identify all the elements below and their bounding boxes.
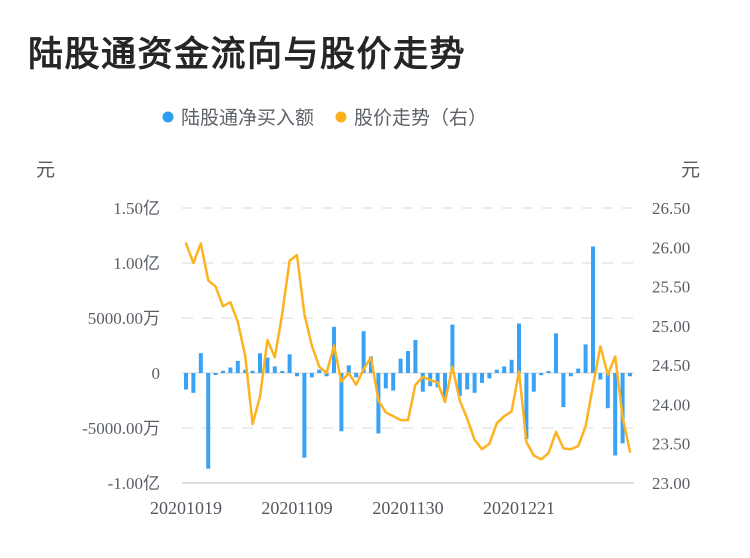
right-axis-tick-label: 25.00 [652, 317, 690, 336]
net-buy-bar [613, 373, 618, 456]
left-axis-tick-label: 0 [152, 364, 161, 383]
net-buy-bar [554, 333, 558, 373]
legend-item-net-buy: 陆股通净买入额 [162, 103, 314, 130]
right-axis-tick-label: 24.50 [652, 356, 690, 375]
net-buy-bar [435, 373, 440, 388]
net-buy-bar [465, 373, 470, 390]
net-buy-bar [376, 373, 381, 434]
net-buy-bar [583, 344, 588, 373]
right-axis-tick-label: 25.50 [652, 278, 690, 297]
axis-labels-group: 1.50亿 1.00亿 5000.00万 0 -5000.00万 -1.00亿 26.50 2… [82, 199, 690, 518]
net-buy-bar [198, 353, 203, 373]
net-buy-bar [354, 373, 359, 378]
net-buy-bar [346, 365, 351, 373]
net-buy-bar [191, 373, 196, 393]
net-buy-bar [272, 366, 277, 373]
net-buy-bar [546, 371, 551, 373]
gridlines-group [182, 207, 634, 484]
net-buy-bar [472, 373, 477, 393]
net-buy-bar [339, 373, 344, 432]
x-axis-tick-label: 20201019 [150, 498, 222, 518]
net-buy-bar [539, 373, 544, 376]
net-buy-bar [221, 370, 225, 373]
legend-label-price: 股价走势（右） [354, 108, 488, 129]
net-buy-bar [324, 373, 329, 377]
right-axis-tick-label: 26.50 [652, 199, 690, 218]
net-buy-bar [391, 373, 396, 391]
net-buy-bar [280, 371, 285, 373]
net-buy-bar [309, 373, 314, 378]
net-buy-bar [509, 359, 514, 373]
net-buy-bar [287, 354, 292, 373]
net-buy-bar [524, 373, 529, 439]
left-axis-tick-label: 5000.00万 [88, 309, 160, 328]
price-line [184, 242, 632, 461]
x-axis-tick-label: 20201221 [483, 498, 555, 518]
right-axis-tick-label: 23.00 [652, 474, 690, 493]
left-axis-tick-label: -5000.00万 [82, 419, 160, 438]
bar-series-group [184, 246, 632, 469]
net-buy-bar [295, 373, 299, 377]
net-buy-bar [494, 369, 499, 373]
x-axis-tick-label: 20201130 [372, 498, 443, 518]
net-buy-bar [568, 373, 573, 377]
chart-legend: 陆股通净买入额 股价走势（右） [162, 103, 487, 130]
right-axis-tick-label: 23.50 [652, 435, 690, 454]
net-buy-bar [502, 366, 507, 373]
net-buy-bar [413, 340, 418, 373]
net-buy-bar [420, 373, 425, 392]
net-buy-bar [317, 369, 322, 373]
legend-item-price: 股价走势（右） [335, 103, 487, 130]
net-buy-bar [213, 373, 218, 375]
line-series-group [184, 242, 632, 461]
net-buy-bar [487, 373, 492, 379]
net-buy-bar [406, 351, 410, 373]
right-axis-tick-label: 24.00 [652, 395, 690, 414]
net-buy-bar [517, 323, 521, 373]
left-axis-tick-label: 1.50亿 [113, 199, 160, 218]
net-buy-bar [228, 367, 233, 373]
right-axis-unit: 元 [681, 160, 701, 181]
net-buy-bar [561, 373, 566, 408]
net-buy-bar [235, 360, 240, 373]
net-buy-bar [258, 353, 262, 373]
legend-dot-yellow-icon [335, 111, 347, 122]
net-buy-bar [531, 373, 536, 392]
right-axis-tick-label: 26.00 [652, 238, 690, 257]
left-axis-tick-label: -1.00亿 [108, 474, 160, 493]
legend-label-net-buy: 陆股通净买入额 [181, 108, 315, 129]
left-axis-unit: 元 [36, 160, 56, 181]
net-buy-bar [480, 373, 484, 383]
net-buy-bar [369, 356, 373, 373]
net-buy-bar [383, 373, 388, 389]
net-buy-bar [302, 373, 307, 458]
net-buy-bar [184, 373, 188, 390]
net-buy-bar [457, 373, 462, 397]
net-buy-bar [605, 373, 610, 409]
net-buy-bar [265, 357, 270, 373]
left-axis-tick-label: 1.00亿 [113, 254, 160, 273]
net-buy-bar [206, 373, 211, 469]
net-buy-bar [628, 373, 632, 377]
net-buy-bar [591, 246, 595, 373]
legend-dot-blue-icon [162, 111, 174, 122]
net-buy-bar [576, 368, 581, 373]
page-title: 陆股通资金流向与股价走势 [28, 35, 467, 74]
net-buy-bar [250, 370, 255, 373]
net-buy-bar [398, 358, 403, 373]
net-buy-bar [598, 373, 603, 380]
x-axis-tick-label: 20201109 [261, 498, 332, 518]
net-buy-bar [450, 324, 455, 373]
net-buy-bar [443, 373, 447, 399]
net-buy-bar [243, 369, 248, 373]
net-buy-bar [361, 331, 366, 373]
